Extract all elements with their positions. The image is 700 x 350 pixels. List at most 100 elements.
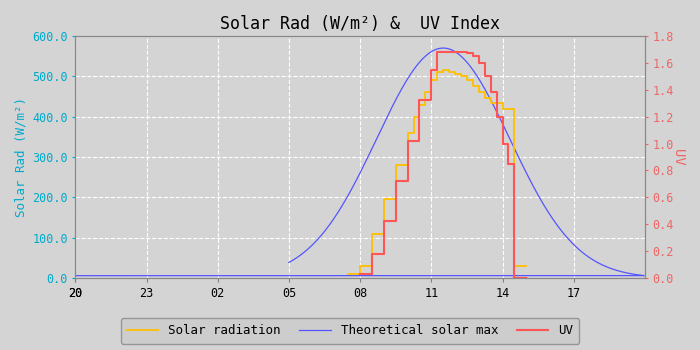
Solar radiation xyxy=(451,70,459,74)
UV xyxy=(415,98,424,103)
UV xyxy=(433,68,442,72)
Solar radiation xyxy=(356,264,365,268)
UV xyxy=(504,141,512,146)
UV xyxy=(457,50,466,54)
UV xyxy=(480,74,489,78)
Solar radiation xyxy=(410,114,418,119)
Theoretical solar max xyxy=(497,119,505,124)
UV xyxy=(510,162,519,166)
Solar radiation xyxy=(469,84,477,89)
UV xyxy=(469,51,477,56)
Solar radiation xyxy=(403,131,412,135)
UV xyxy=(451,50,459,54)
Solar radiation xyxy=(475,84,483,89)
UV xyxy=(451,50,459,54)
Solar radiation xyxy=(391,197,400,201)
Theoretical solar max xyxy=(454,52,463,56)
Solar radiation xyxy=(433,78,442,82)
Solar radiation xyxy=(510,264,519,268)
Y-axis label: Solar Rad (W/m²): Solar Rad (W/m²) xyxy=(15,97,28,217)
UV xyxy=(356,272,365,276)
Solar radiation xyxy=(463,78,471,82)
Theoretical solar max xyxy=(71,274,80,278)
UV xyxy=(368,252,376,256)
UV xyxy=(439,50,447,54)
Line: Theoretical solar max: Theoretical solar max xyxy=(76,48,644,276)
Solar radiation xyxy=(445,68,454,72)
Solar radiation xyxy=(415,103,424,107)
Solar radiation xyxy=(433,70,442,74)
Solar radiation xyxy=(439,70,447,74)
UV xyxy=(391,219,400,224)
UV xyxy=(522,276,531,280)
Solar radiation xyxy=(415,114,424,119)
UV xyxy=(463,50,471,54)
UV xyxy=(492,90,500,94)
UV xyxy=(445,50,454,54)
Solar radiation xyxy=(391,163,400,167)
Solar radiation xyxy=(498,106,507,111)
Line: Solar radiation: Solar radiation xyxy=(349,70,526,274)
UV xyxy=(463,51,471,56)
Solar radiation xyxy=(480,96,489,100)
Solar radiation xyxy=(463,74,471,78)
UV xyxy=(498,114,507,119)
UV xyxy=(379,252,388,256)
Theoretical solar max xyxy=(439,46,447,50)
Solar radiation xyxy=(410,131,418,135)
UV xyxy=(391,179,400,183)
Solar radiation xyxy=(368,264,376,268)
Solar radiation xyxy=(403,163,412,167)
Y-axis label: UV: UV xyxy=(671,149,685,165)
Solar radiation xyxy=(445,70,454,74)
UV xyxy=(475,61,483,65)
UV xyxy=(480,61,489,65)
UV xyxy=(492,114,500,119)
UV xyxy=(486,90,495,94)
Solar radiation xyxy=(368,231,376,236)
Theoretical solar max xyxy=(578,250,586,254)
Theoretical solar max xyxy=(633,273,641,277)
UV xyxy=(445,50,454,54)
UV xyxy=(415,139,424,143)
UV xyxy=(433,50,442,54)
Solar radiation xyxy=(379,197,388,201)
Title: Solar Rad (W/m²) &  UV Index: Solar Rad (W/m²) & UV Index xyxy=(220,15,500,33)
Line: UV: UV xyxy=(360,52,526,278)
UV xyxy=(504,162,512,166)
Solar radiation xyxy=(379,231,388,236)
UV xyxy=(510,276,519,280)
Theoretical solar max xyxy=(456,54,465,58)
Solar radiation xyxy=(480,90,489,94)
UV xyxy=(469,54,477,58)
Solar radiation xyxy=(522,264,531,268)
UV xyxy=(403,139,412,143)
Solar radiation xyxy=(344,272,353,276)
Solar radiation xyxy=(475,90,483,94)
Solar radiation xyxy=(356,272,365,276)
Theoretical solar max xyxy=(478,83,486,87)
Solar radiation xyxy=(469,78,477,82)
Solar radiation xyxy=(510,106,519,111)
Solar radiation xyxy=(439,68,447,72)
UV xyxy=(403,179,412,183)
UV xyxy=(379,219,388,224)
Solar radiation xyxy=(457,72,466,76)
UV xyxy=(475,54,483,58)
UV xyxy=(368,272,376,276)
UV xyxy=(486,74,495,78)
Solar radiation xyxy=(486,100,495,105)
Solar radiation xyxy=(421,103,430,107)
UV xyxy=(427,68,435,72)
UV xyxy=(498,141,507,146)
Solar radiation xyxy=(498,100,507,105)
Solar radiation xyxy=(421,90,430,94)
Theoretical solar max xyxy=(285,260,293,265)
Solar radiation xyxy=(457,74,466,78)
UV xyxy=(427,98,435,103)
Legend: Solar radiation, Theoretical solar max, UV: Solar radiation, Theoretical solar max, … xyxy=(120,318,580,344)
UV xyxy=(439,50,447,54)
Solar radiation xyxy=(427,90,435,94)
Solar radiation xyxy=(451,72,459,76)
Solar radiation xyxy=(427,78,435,82)
